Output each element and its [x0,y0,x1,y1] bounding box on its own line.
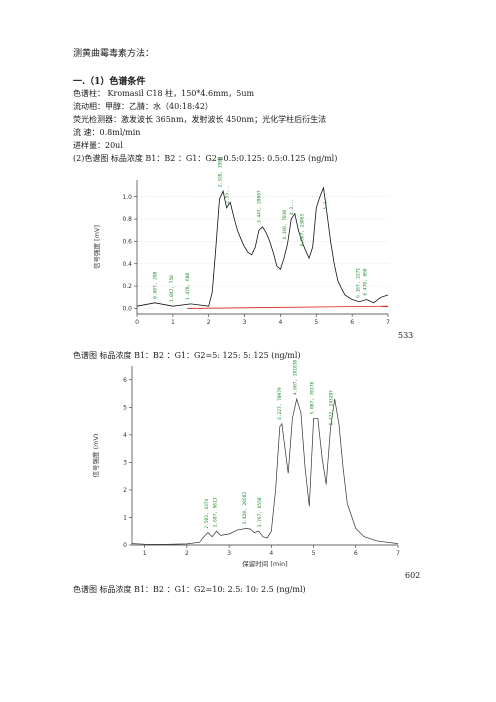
peak-label: 1.470, 608 [185,273,191,300]
x-tick-label: 1 [143,550,147,557]
x-tick-label: 7 [386,319,390,326]
condition-mobile-phase: 流动相：甲醇：乙腈：水（40:18:42） [73,102,213,111]
x-tick-label: 5 [312,550,316,557]
y-axis-label: 信号强度 [mV] [92,225,101,269]
x-tick-label: 3 [227,550,231,557]
y-tick-label: 6 [123,377,127,384]
y-tick-label: 0.4 [122,261,132,268]
figure3-caption: 色谱图 标品浓度 B1：B2 ：G1：G2=10: 2.5: 10: 2.5 (… [73,585,306,594]
peak-label: 6.470, 860 [362,268,368,295]
figure2-number: 602 [405,571,421,580]
x-tick-label: 1 [171,319,175,326]
x-axis-label: 保留时间 [min] [242,559,287,568]
peak-label: 3.420, 20582 [242,492,248,525]
x-tick-label: 5 [314,319,318,326]
peak-label: 5.007, 70178 [310,382,316,415]
doc-title: 测黄曲霉毒素方法： [73,49,155,59]
peak-label: 2.687, 9613 [212,497,218,527]
peak-label: 4.3... [289,199,295,215]
figure1-number: 533 [398,331,414,340]
y-tick-label: 0.0 [122,305,132,312]
baseline-line [187,305,389,309]
peak-label: 1.047, 750 [169,275,175,302]
condition-flow: 流 速：0.8ml/min [73,128,141,137]
x-tick-label: 2 [207,319,211,326]
x-tick-label: 3 [243,319,247,326]
y-tick-label: 3 [123,459,127,466]
peak-label: 0.607, 298 [153,271,159,298]
y-tick-label: 5 [123,404,127,411]
y-tick-label: 2 [123,487,127,494]
peak-label: 2.503, 4374 [204,499,210,529]
peak-label: 4.160, 7010 [282,210,288,240]
peak-label: 2.53... [224,185,230,204]
y-tick-label: 0.8 [122,216,132,223]
section-heading: 一.（1）色谱条件 [73,77,146,87]
x-tick-label: 6 [350,319,354,326]
figure1-caption: (2)色谱图 标品浓度 B1：B2 ：G1：G2=0.5:0.125: 0.5:… [73,154,338,163]
y-tick-label: 4 [123,432,127,439]
x-tick-label: 7 [396,550,400,557]
peak-label: 4.227, 70979 [277,387,283,420]
y-tick-label: 0.6 [122,238,132,245]
peak-label: 4.667, 23065 [300,214,306,247]
peak-label: 6.167, 2271 [355,268,361,298]
x-tick-label: 6 [354,550,358,557]
peak-label: 3.447, 28087 [257,190,263,223]
x-tick-label: 2 [185,550,189,557]
x-tick-label: 4 [279,319,283,326]
peak-label: 5.3... [323,193,329,209]
y-tick-label: 1.0 [122,194,132,201]
condition-detector: 荧光检测器：激发波长 365nm，发射波长 450nm；光化学柱后衍生法 [73,115,327,124]
peak-label: 5.427, 243297 [329,390,335,426]
y-tick-label: 1 [123,514,127,521]
condition-injection: 进样量：20ul [73,141,123,150]
signal-trace [131,397,399,545]
x-tick-label: 4 [269,550,273,557]
figure2-caption: 色谱图 标品浓度 B1：B2 ：G1：G2=5: 125: 5: 125 (ng… [73,351,301,360]
y-tick-label: 0.2 [122,283,132,290]
condition-column: 色谱柱： Kromasil C18 柱，150*4.6mm，5um [73,89,255,98]
x-tick-label: 0 [135,319,139,326]
peak-label: 3.767, 6550 [257,497,263,527]
signal-trace [136,186,389,307]
y-tick-label: 0 [123,542,127,549]
peak-label: 2.320, 1998 [217,157,223,187]
y-axis-label: 信号强度 (mV) [91,434,100,478]
peak-label: 4.607, 201830 [293,360,299,396]
